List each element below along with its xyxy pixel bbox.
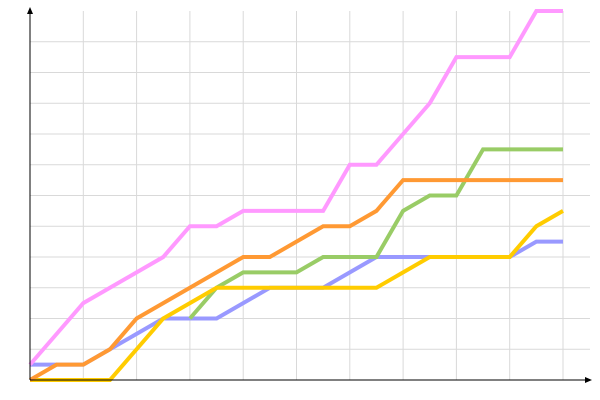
grid (30, 11, 590, 380)
series-line-4 (29, 178, 563, 382)
y-axis-arrow-icon (27, 7, 33, 14)
series-line-2 (188, 147, 563, 320)
x-axis-arrow-icon (585, 377, 592, 383)
series-group (28, 9, 564, 382)
series-line-3 (30, 209, 564, 382)
axes (27, 7, 592, 383)
series-line-5 (28, 9, 563, 366)
